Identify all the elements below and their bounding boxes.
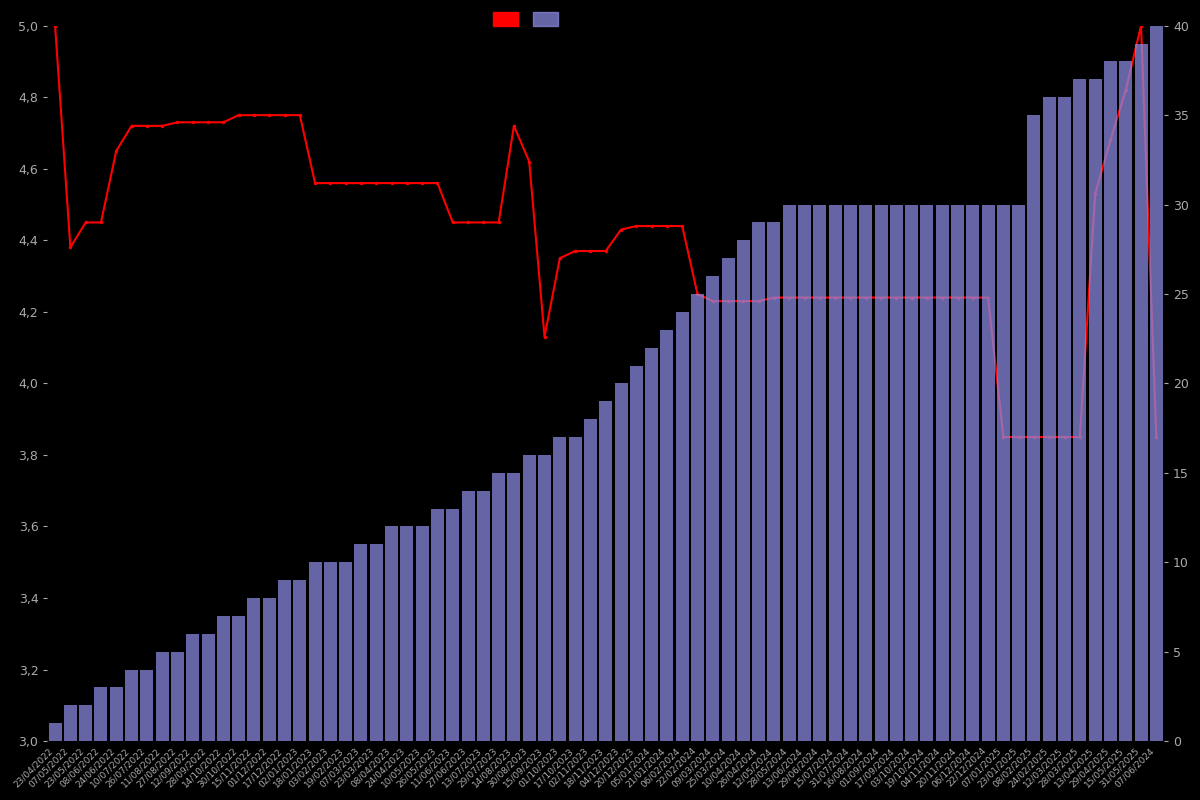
Bar [340, 562, 352, 741]
Bar [170, 652, 184, 741]
Bar [737, 240, 750, 741]
Bar [263, 598, 276, 741]
Bar [553, 437, 566, 741]
Bar [523, 455, 535, 741]
Bar [140, 670, 154, 741]
Bar [905, 205, 918, 741]
Bar [814, 205, 827, 741]
Bar [1120, 62, 1133, 741]
Bar [890, 205, 902, 741]
Bar [1058, 98, 1072, 741]
Bar [920, 205, 934, 741]
Bar [125, 670, 138, 741]
Bar [752, 222, 766, 741]
Bar [95, 687, 108, 741]
Bar [875, 205, 888, 741]
Bar [782, 205, 796, 741]
Bar [217, 616, 230, 741]
Bar [798, 205, 811, 741]
Bar [354, 544, 367, 741]
Bar [1012, 205, 1025, 741]
Bar [1073, 79, 1086, 741]
Bar [997, 205, 1010, 741]
Bar [614, 383, 628, 741]
Bar [64, 706, 77, 741]
Bar [370, 544, 383, 741]
Bar [431, 509, 444, 741]
Bar [48, 723, 61, 741]
Bar [1043, 98, 1056, 741]
Bar [569, 437, 582, 741]
Bar [844, 205, 857, 741]
Bar [1027, 115, 1040, 741]
Bar [599, 402, 612, 741]
Bar [1088, 79, 1102, 741]
Bar [79, 706, 92, 741]
Bar [721, 258, 734, 741]
Bar [936, 205, 949, 741]
Bar [691, 294, 704, 741]
Bar [492, 473, 505, 741]
Bar [982, 205, 995, 741]
Bar [768, 222, 780, 741]
Bar [829, 205, 841, 741]
Bar [966, 205, 979, 741]
Bar [232, 616, 245, 741]
Bar [186, 634, 199, 741]
Bar [401, 526, 413, 741]
Bar [247, 598, 260, 741]
Bar [446, 509, 460, 741]
Bar [950, 205, 964, 741]
Bar [1134, 44, 1147, 741]
Bar [676, 312, 689, 741]
Bar [462, 490, 474, 741]
Bar [1150, 26, 1163, 741]
Bar [1104, 62, 1117, 741]
Bar [584, 419, 596, 741]
Bar [859, 205, 872, 741]
Bar [109, 687, 122, 741]
Bar [538, 455, 551, 741]
Bar [707, 276, 719, 741]
Bar [308, 562, 322, 741]
Bar [476, 490, 490, 741]
Bar [660, 330, 673, 741]
Bar [415, 526, 428, 741]
Legend: , : , [488, 8, 566, 30]
Bar [278, 580, 292, 741]
Bar [156, 652, 169, 741]
Bar [630, 366, 643, 741]
Bar [385, 526, 398, 741]
Bar [324, 562, 337, 741]
Bar [646, 348, 658, 741]
Bar [293, 580, 306, 741]
Bar [508, 473, 521, 741]
Bar [202, 634, 215, 741]
